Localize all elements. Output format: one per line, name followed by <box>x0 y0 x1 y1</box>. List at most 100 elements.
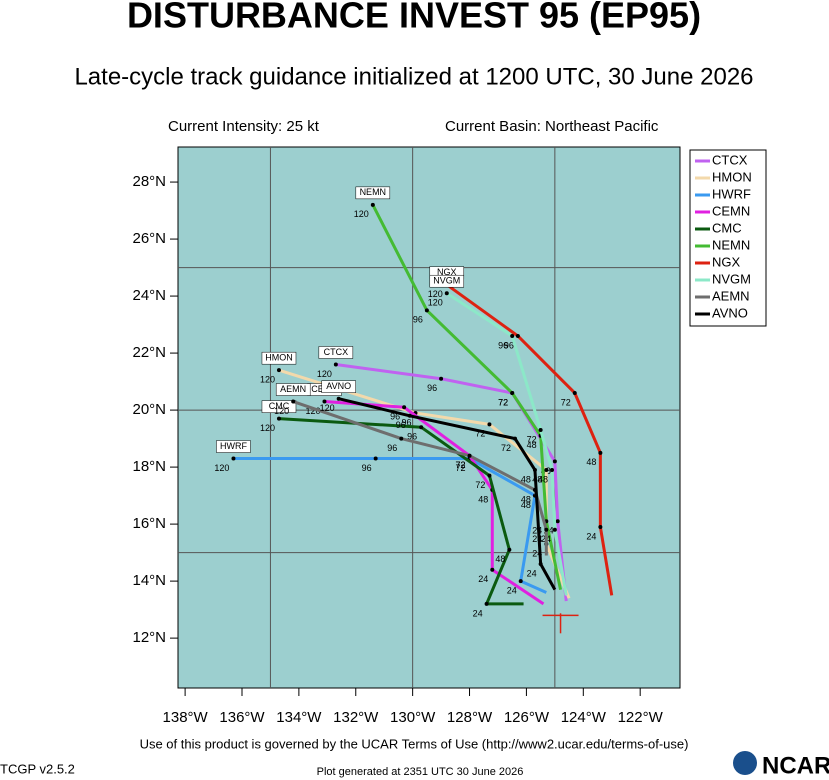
track-point <box>552 527 557 532</box>
track-point <box>373 456 378 461</box>
hour-label: 96 <box>396 420 406 430</box>
end-label: HWRF <box>220 441 247 451</box>
chart-title: DISTURBANCE INVEST 95 (EP95) <box>127 0 701 36</box>
track <box>278 417 524 606</box>
hour-label: 96 <box>390 412 400 422</box>
legend-label: AVNO <box>712 305 748 320</box>
y-tick-label: 24°N <box>132 287 166 304</box>
track-point <box>510 390 515 395</box>
track-point <box>544 467 549 472</box>
x-tick-label: 136°W <box>219 709 265 726</box>
hour-label: 48 <box>521 500 531 510</box>
hour-label: 72 <box>498 397 508 407</box>
end-label: HMON <box>265 353 293 363</box>
hour-label: 72 <box>456 460 466 470</box>
y-tick-label: 26°N <box>132 230 166 247</box>
track-point <box>407 413 412 418</box>
hour-label: 120 <box>428 298 443 308</box>
track-point <box>532 467 537 472</box>
end-label: NGX <box>437 267 457 277</box>
logo: NCAR <box>762 752 829 779</box>
hour-label: 120 <box>260 423 275 433</box>
track-point <box>555 519 560 524</box>
x-tick-label: 124°W <box>561 709 607 726</box>
track-point <box>538 562 543 567</box>
hour-label: 24 <box>532 534 542 544</box>
hour-label: 72 <box>456 460 466 470</box>
hour-label: 72 <box>456 463 466 473</box>
end-label: NEMN <box>360 187 387 197</box>
track-point <box>538 428 543 433</box>
end-label-box <box>321 380 356 393</box>
y-tick-label: 18°N <box>132 458 166 475</box>
hour-label: 72 <box>527 434 537 444</box>
version: TCGP v2.5.2 <box>0 761 75 776</box>
hour-label: 96 <box>362 463 372 473</box>
hour-label: 120 <box>317 369 332 379</box>
hour-label: 72 <box>475 480 485 490</box>
legend-label: NEMN <box>712 237 750 252</box>
chart-subtitle: Late-cycle track guidance initialized at… <box>74 63 753 90</box>
hour-label: 48 <box>538 474 548 484</box>
legend-label: NGX <box>712 254 741 269</box>
hour-label: 48 <box>521 474 531 484</box>
hour-label: 48 <box>495 554 505 564</box>
y-tick-label: 12°N <box>132 629 166 646</box>
intensity: Current Intensity: 25 kt <box>168 118 320 135</box>
basin: Current Basin: Northeast Pacific <box>445 118 659 135</box>
x-tick-label: 134°W <box>276 709 322 726</box>
hour-label: 96 <box>387 443 397 453</box>
end-label-box <box>261 400 297 413</box>
end-label-box <box>216 440 251 453</box>
hour-label: 96 <box>401 417 411 427</box>
y-tick-label: 14°N <box>132 572 166 589</box>
legend-label: CEMN <box>712 203 750 218</box>
x-tick-label: 126°W <box>504 709 550 726</box>
hour-label: 24 <box>532 548 542 558</box>
track-point <box>276 416 281 421</box>
hour-label: 72 <box>501 443 511 453</box>
hour-label: 96 <box>407 432 417 442</box>
track-point <box>399 436 404 441</box>
track-point <box>490 567 495 572</box>
hour-label: 48 <box>478 494 488 504</box>
track <box>445 291 568 596</box>
end-label: NVGM <box>433 276 460 286</box>
legend-label: HMON <box>712 169 752 184</box>
track-point <box>424 308 429 313</box>
track-point <box>518 579 523 584</box>
hour-label: 96 <box>504 340 514 350</box>
y-tick-label: 28°N <box>132 173 166 190</box>
track-point <box>291 399 296 404</box>
track-point <box>487 422 492 427</box>
hour-label: 24 <box>586 531 596 541</box>
legend-label: CTCX <box>712 152 748 167</box>
x-tick-label: 132°W <box>333 709 379 726</box>
track-point <box>513 436 518 441</box>
track-point <box>507 547 512 552</box>
x-tick-label: 130°W <box>390 709 436 726</box>
hour-label: 120 <box>260 375 275 385</box>
track-point <box>444 291 449 296</box>
track-point <box>550 467 555 472</box>
hour-label: 120 <box>214 463 229 473</box>
hour-label: 48 <box>586 457 596 467</box>
track-point <box>598 524 603 529</box>
track <box>338 397 557 591</box>
y-tick-label: 22°N <box>132 344 166 361</box>
track-point <box>515 333 520 338</box>
hour-label: 72 <box>475 429 485 439</box>
legend-label: NVGM <box>712 271 751 286</box>
legend-label: HWRF <box>712 186 751 201</box>
track-point <box>598 450 603 455</box>
end-label-box <box>318 346 354 359</box>
track-point <box>402 405 407 410</box>
hour-label: 96 <box>427 383 437 393</box>
track-point <box>370 202 375 207</box>
track-point <box>552 459 557 464</box>
end-label-box <box>261 351 297 365</box>
end-label: AVNO <box>326 381 351 391</box>
track-point <box>572 390 577 395</box>
track-point <box>419 425 424 430</box>
track <box>324 400 545 606</box>
